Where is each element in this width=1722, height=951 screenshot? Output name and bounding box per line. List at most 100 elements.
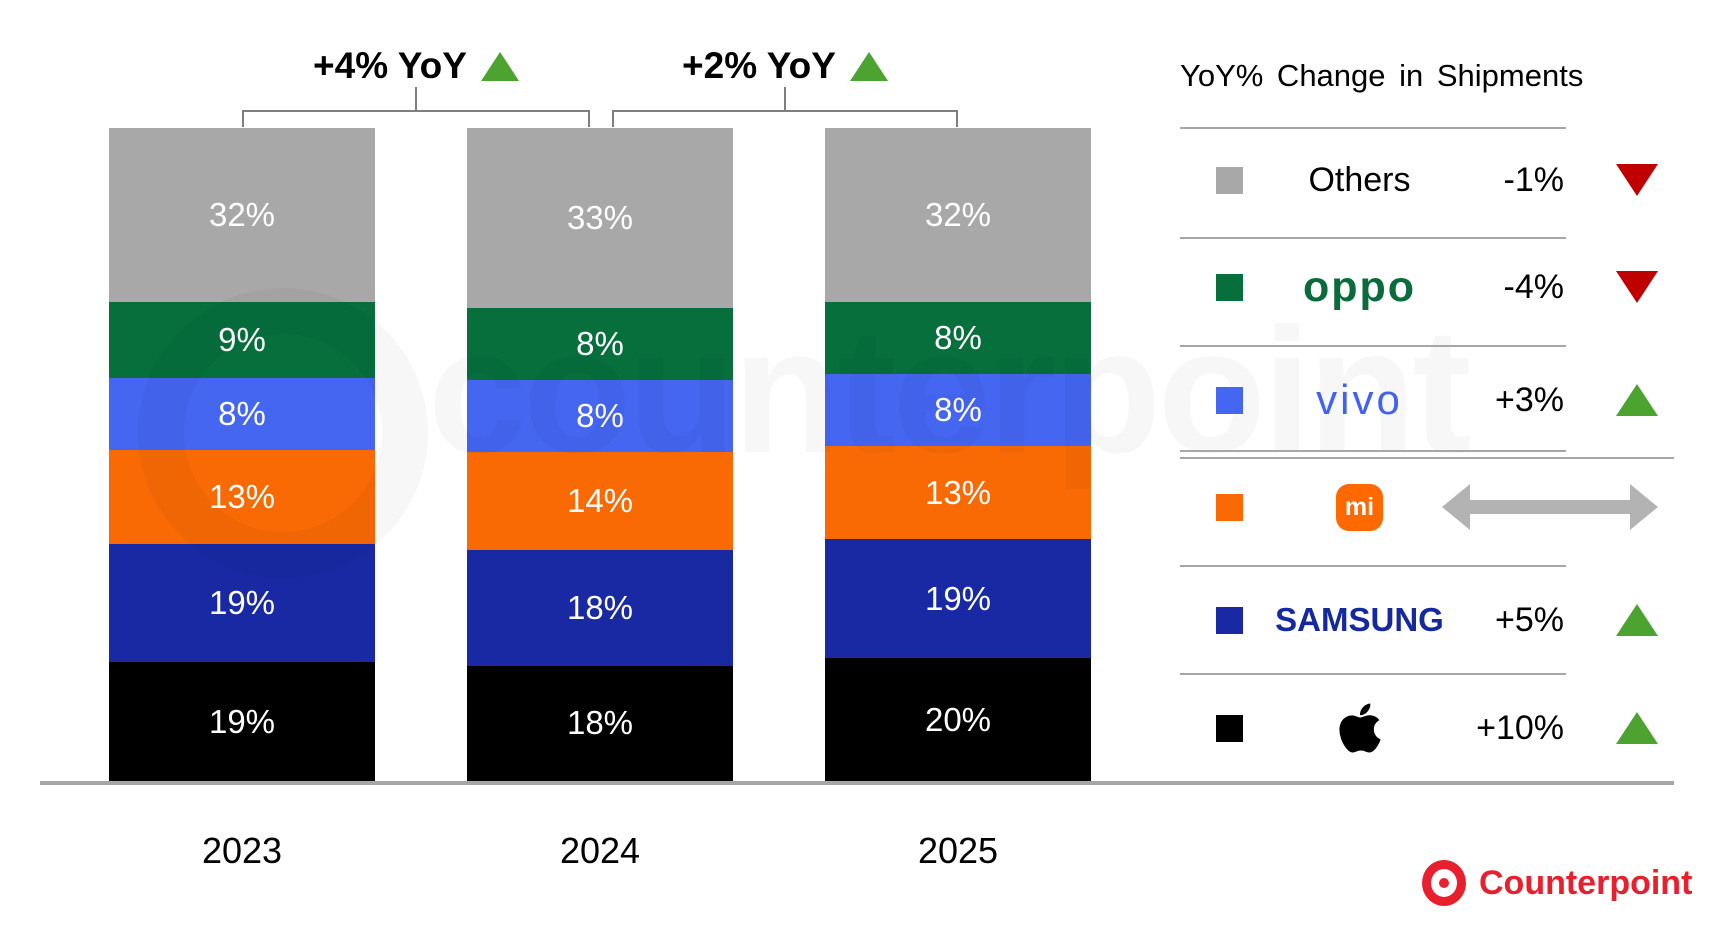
bar-segment-samsung-2025: 19% bbox=[825, 539, 1091, 658]
legend-swatch-xiaomi bbox=[1216, 493, 1243, 521]
stacked-bar-2023: 32% 9% 8% 13% 19% 19% bbox=[109, 128, 375, 781]
samsung-logo: SAMSUNG bbox=[1275, 601, 1444, 638]
legend-swatch-samsung bbox=[1216, 606, 1243, 634]
legend-logo-box: vivo bbox=[1257, 376, 1462, 424]
counterpoint-logo-text: Counterpoint bbox=[1479, 863, 1693, 902]
legend-label-others: Others bbox=[1308, 160, 1411, 199]
yoy-bracket-tick bbox=[784, 87, 786, 111]
yoy-bracket-tick bbox=[415, 87, 417, 111]
bar-segment-value: 19% bbox=[924, 579, 992, 617]
up-triangle-icon bbox=[1616, 604, 1658, 636]
stacked-bar-2025: 32% 8% 8% 13% 19% 20% bbox=[825, 128, 1091, 781]
bar-segment-value: 14% bbox=[566, 482, 634, 520]
legend-row-oppo: oppo -4% bbox=[1180, 233, 1684, 341]
legend-divider-line bbox=[1180, 673, 1566, 675]
up-triangle-icon bbox=[849, 51, 888, 81]
bar-segment-others-2023: 32% bbox=[109, 128, 375, 302]
legend-change-text: +5% bbox=[1495, 600, 1564, 639]
bar-segment-vivo-2023: 8% bbox=[109, 378, 375, 451]
legend-change-value: +3% bbox=[1462, 381, 1580, 420]
legend-divider-line bbox=[1180, 127, 1566, 129]
x-axis-line bbox=[40, 781, 1674, 785]
legend-divider-line bbox=[1180, 450, 1566, 452]
legend-indicator bbox=[1580, 712, 1684, 744]
legend-change-value: -1% bbox=[1462, 161, 1580, 200]
bar-segment-vivo-2025: 8% bbox=[825, 374, 1091, 446]
apple-logo-icon bbox=[1338, 703, 1381, 753]
bar-segment-samsung-2023: 19% bbox=[109, 543, 375, 663]
bar-segment-value: 32% bbox=[208, 196, 276, 233]
x-axis-label-2025: 2025 bbox=[917, 830, 999, 871]
legend-divider-line bbox=[1180, 345, 1566, 347]
yoy-annotation: +4% YoY bbox=[313, 45, 519, 86]
bar-segment-apple-2023: 19% bbox=[109, 662, 375, 781]
bar-segment-xiaomi-2023: 13% bbox=[109, 450, 375, 544]
flat-arrow-right-head bbox=[1630, 484, 1658, 530]
up-triangle-icon bbox=[480, 51, 519, 81]
legend-swatch-oppo bbox=[1216, 273, 1243, 301]
bar-segment-value: 19% bbox=[208, 583, 276, 621]
bar-segment-value: 13% bbox=[924, 473, 992, 511]
legend-row-apple: +10% bbox=[1180, 674, 1684, 782]
bar-segment-vivo-2024: 8% bbox=[467, 380, 733, 453]
x-axis-label-2023: 2023 bbox=[201, 830, 283, 871]
bar-segment-xiaomi-2024: 14% bbox=[467, 452, 733, 551]
bar-segment-value: 33% bbox=[566, 198, 634, 236]
legend-row-others: Others -1% bbox=[1180, 126, 1684, 234]
bar-segment-value: 8% bbox=[218, 395, 266, 433]
flat-arrow-left-head bbox=[1442, 484, 1470, 530]
x-axis-label-2024: 2024 bbox=[559, 830, 641, 871]
oppo-logo: oppo bbox=[1302, 262, 1417, 311]
legend-change-value: +5% bbox=[1462, 601, 1580, 640]
legend-divider-line bbox=[1180, 457, 1674, 459]
bar-segment-oppo-2023: 9% bbox=[109, 302, 375, 379]
bar-segment-value: 9% bbox=[218, 321, 266, 359]
legend-logo-box bbox=[1257, 700, 1462, 756]
bar-segment-oppo-2024: 8% bbox=[467, 307, 733, 381]
yoy-annotation-text: +2% YoY bbox=[682, 45, 836, 86]
bar-segment-value: 32% bbox=[924, 196, 992, 233]
legend-change-text: -1% bbox=[1503, 160, 1564, 199]
bar-segment-value: 19% bbox=[208, 702, 276, 740]
stacked-bar-2024: 33% 8% 8% 14% 18% 18% bbox=[467, 128, 733, 781]
bar-segment-others-2024: 33% bbox=[467, 128, 733, 308]
legend-logo-box: Others bbox=[1257, 161, 1462, 200]
bar-segment-value: 18% bbox=[566, 589, 634, 627]
legend-change-text: +3% bbox=[1495, 380, 1564, 419]
yoy-bracket bbox=[612, 110, 958, 127]
yoy-bracket bbox=[242, 110, 590, 127]
counterpoint-logo: Counterpoint bbox=[1422, 860, 1692, 906]
legend-indicator bbox=[1580, 384, 1684, 416]
legend-divider-line bbox=[1180, 565, 1566, 567]
xiaomi-logo: mi bbox=[1336, 483, 1383, 531]
counterpoint-logo-icon bbox=[1422, 860, 1466, 906]
flat-arrow-shaft bbox=[1464, 500, 1636, 514]
legend-divider-line bbox=[1180, 237, 1566, 239]
legend-title: YoY% Change in Shipments bbox=[1180, 58, 1584, 93]
bar-segment-value: 8% bbox=[934, 319, 982, 356]
legend-logo-box: mi bbox=[1257, 483, 1462, 531]
legend-logo-box: oppo bbox=[1257, 263, 1462, 312]
bar-segment-value: 20% bbox=[924, 700, 992, 738]
bar-segment-apple-2025: 20% bbox=[825, 658, 1091, 781]
bar-segment-value: 13% bbox=[208, 477, 276, 515]
legend-swatch-others bbox=[1216, 166, 1243, 194]
flat-double-arrow-icon bbox=[1442, 484, 1658, 530]
bar-segment-others-2025: 32% bbox=[825, 128, 1091, 302]
yoy-annotation: +2% YoY bbox=[682, 45, 888, 86]
bar-segment-value: 8% bbox=[576, 324, 624, 362]
bar-segment-value: 8% bbox=[934, 391, 982, 428]
vivo-logo: vivo bbox=[1316, 376, 1403, 423]
legend-change-text: +10% bbox=[1476, 708, 1564, 747]
legend-row-xiaomi: mi bbox=[1180, 453, 1684, 561]
bar-segment-value: 18% bbox=[566, 704, 634, 742]
legend-row-vivo: vivo +3% bbox=[1180, 346, 1684, 454]
legend-indicator bbox=[1580, 164, 1684, 196]
down-triangle-icon bbox=[1616, 271, 1658, 303]
legend-change-value: -4% bbox=[1462, 268, 1580, 307]
bar-segment-oppo-2025: 8% bbox=[825, 302, 1091, 374]
counterpoint-logo-dot bbox=[1439, 878, 1449, 888]
up-triangle-icon bbox=[1616, 712, 1658, 744]
legend-row-samsung: SAMSUNG +5% bbox=[1180, 566, 1684, 674]
up-triangle-icon bbox=[1616, 384, 1658, 416]
